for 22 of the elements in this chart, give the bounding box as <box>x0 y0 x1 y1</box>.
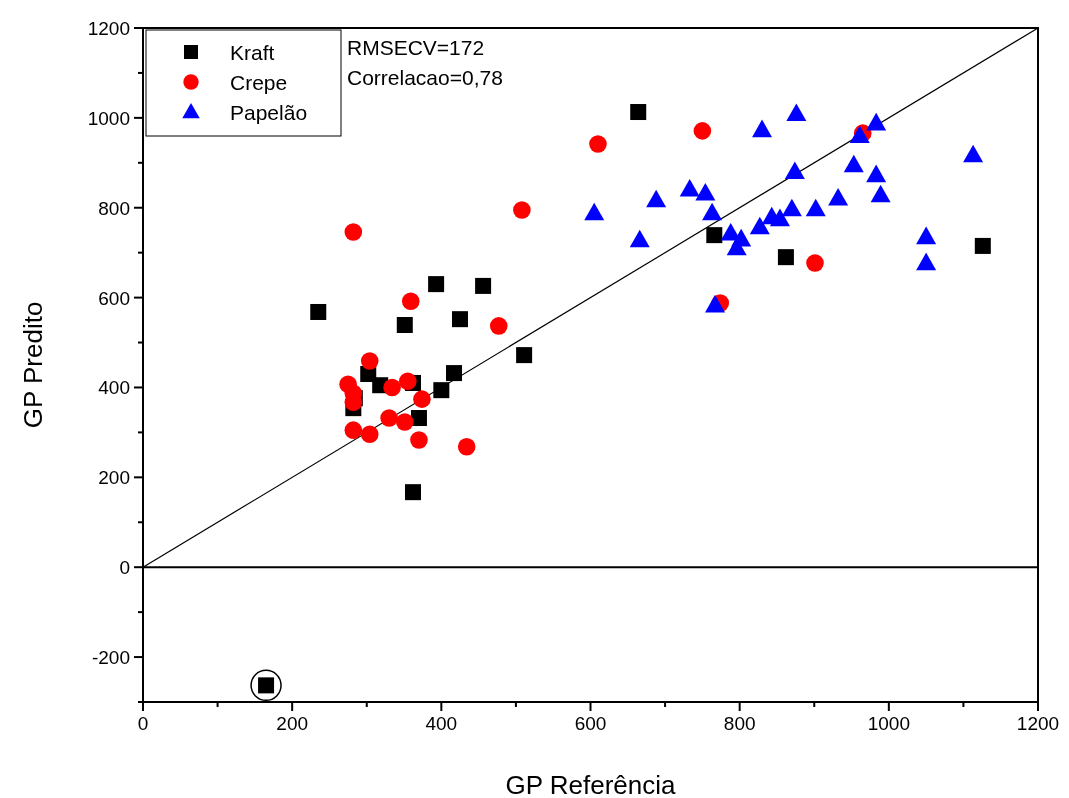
x-tick-label: 400 <box>425 713 458 734</box>
y-tick-label: 0 <box>119 557 130 579</box>
legend-label: Papelão <box>230 101 308 124</box>
x-tick-label: 1000 <box>867 713 910 734</box>
y-tick-label: 400 <box>98 377 130 399</box>
x-tick-label: 600 <box>574 713 607 734</box>
legend-label: Crepe <box>230 71 288 94</box>
y-tick-label: 600 <box>98 287 130 309</box>
y-tick-label: 1000 <box>87 107 130 129</box>
y-tick-label: 200 <box>98 467 130 489</box>
annotation: RMSECV=172 <box>347 36 485 59</box>
x-axis-title: GP Referência <box>505 770 677 798</box>
x-tick-label: 1200 <box>1016 713 1060 734</box>
y-tick-label: 1200 <box>87 18 130 39</box>
x-tick-label: 800 <box>723 713 756 734</box>
annotation: Correlacao=0,78 <box>347 66 503 89</box>
y-axis-title: GP Predito <box>18 301 48 429</box>
y-tick-label: 800 <box>98 197 130 219</box>
y-tick-label: -200 <box>91 647 130 669</box>
x-tick-label: 200 <box>276 713 309 734</box>
x-tick-label: 0 <box>137 713 149 734</box>
legend-label: Kraft <box>230 41 275 64</box>
